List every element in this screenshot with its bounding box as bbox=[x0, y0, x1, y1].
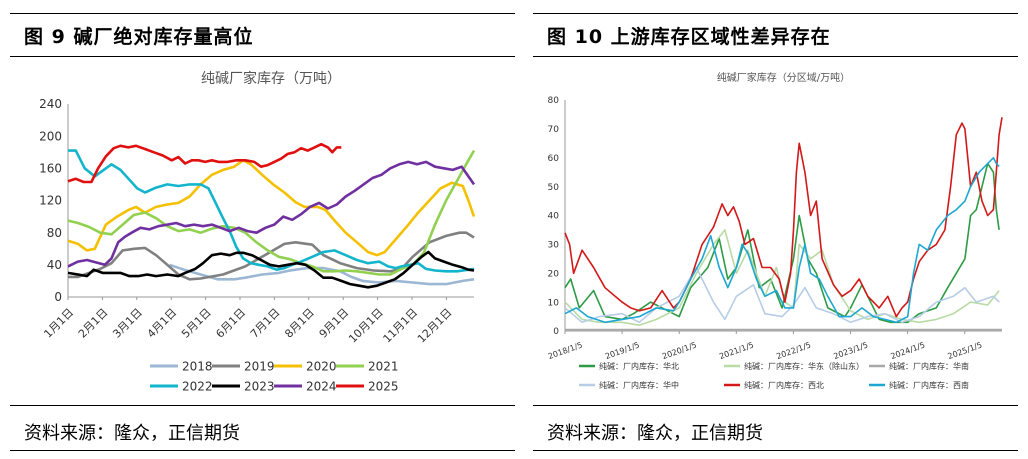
series-line-2020 bbox=[67, 159, 476, 257]
source-note: 资料来源：隆众，正信期货 bbox=[24, 423, 240, 444]
series-line-east bbox=[564, 229, 1000, 326]
y-tick-label: 20 bbox=[548, 269, 560, 279]
left-chart: 纯碱厂家库存（万吨） 0 40 80 120 160 200 240 1月1日 2月1日 3月1日 4… bbox=[39, 70, 476, 393]
x-tick-label: 10月1日 bbox=[346, 306, 386, 346]
y-tick-label: 50 bbox=[548, 183, 560, 193]
y-tick-label: 80 bbox=[548, 96, 560, 106]
series-line-north bbox=[564, 162, 1000, 324]
x-tick-label: 2022/1/5 bbox=[775, 340, 812, 361]
top-rule bbox=[10, 13, 515, 14]
series-line-2019 bbox=[68, 231, 475, 281]
legend-label: 2020 bbox=[306, 359, 337, 373]
right-chart: 纯碱厂家库存（分区域/万吨） 0 10 20 30 40 50 60 70 80 2018/1/5 2… bbox=[547, 71, 1003, 390]
title-rule bbox=[533, 56, 1018, 57]
legend-label: 纯碱：厂内库存：西南 bbox=[889, 380, 969, 390]
series-line-central bbox=[564, 266, 1000, 324]
bottom-rule bbox=[10, 450, 515, 451]
source-rule bbox=[533, 405, 1018, 406]
chart-title: 纯碱厂家库存（分区域/万吨） bbox=[717, 71, 850, 84]
legend-label: 2023 bbox=[244, 379, 275, 393]
y-tick-label: 70 bbox=[548, 125, 560, 135]
chart-title: 纯碱厂家库存（万吨） bbox=[201, 70, 341, 87]
legend-label: 纯碱：厂内库存：华北 bbox=[599, 361, 679, 371]
source-note: 资料来源：隆众，正信期货 bbox=[547, 423, 763, 444]
bottom-rule bbox=[533, 450, 1018, 451]
x-tick-label: 6月1日 bbox=[213, 306, 248, 341]
x-tick-label: 3月1日 bbox=[110, 306, 145, 341]
x-tick-label: 2020/1/5 bbox=[661, 340, 698, 361]
x-tick-label: 11月1日 bbox=[381, 306, 421, 346]
figure-title: 图 10 上游库存区域性差异存在 bbox=[547, 26, 831, 48]
top-rule bbox=[533, 13, 1018, 14]
source-rule bbox=[10, 405, 515, 406]
legend-label: 纯碱：厂内库存：华东（除山东） bbox=[744, 361, 864, 371]
x-tick-label: 12月1日 bbox=[415, 306, 455, 346]
legend-label: 2019 bbox=[244, 359, 275, 373]
legend-label: 2025 bbox=[368, 379, 399, 393]
y-tick-label: 30 bbox=[548, 241, 560, 251]
legend-label: 2018 bbox=[182, 359, 213, 373]
figure-title: 图 9 碱厂绝对库存量高位 bbox=[24, 26, 254, 48]
legend-label: 2021 bbox=[368, 359, 399, 373]
series-line-2023 bbox=[67, 250, 475, 289]
x-tick-label: 5月1日 bbox=[179, 306, 214, 341]
series-line-2024 bbox=[67, 160, 476, 268]
y-tick-label: 10 bbox=[548, 298, 560, 308]
x-tick-label: 2月1日 bbox=[76, 306, 111, 341]
x-tick-label: 2024/1/5 bbox=[889, 340, 926, 361]
x-tick-label: 8月1日 bbox=[282, 306, 317, 341]
series-line-2022 bbox=[68, 149, 475, 273]
x-tick-label: 4月1日 bbox=[145, 306, 180, 341]
title-rule bbox=[10, 56, 515, 57]
y-tick-label: 40 bbox=[47, 258, 62, 272]
series-line-2025 bbox=[67, 142, 342, 184]
y-tick-label: 60 bbox=[548, 154, 560, 164]
series-line-2018 bbox=[169, 263, 475, 286]
x-tick-label: 2023/1/5 bbox=[832, 340, 869, 361]
y-tick-label: 0 bbox=[553, 327, 559, 337]
y-tick-label: 200 bbox=[39, 129, 62, 143]
y-tick-label: 40 bbox=[548, 212, 560, 222]
x-tick-label: 2019/1/5 bbox=[604, 340, 641, 361]
legend-label: 纯碱：厂内库存：西北 bbox=[744, 380, 824, 390]
legend-label: 2024 bbox=[306, 379, 337, 393]
x-tick-label: 2018/1/5 bbox=[547, 340, 584, 361]
y-tick-label: 240 bbox=[39, 97, 62, 111]
x-tick-label: 2025/1/5 bbox=[947, 340, 984, 361]
x-tick-label: 1月1日 bbox=[41, 306, 76, 341]
x-tick-label: 7月1日 bbox=[248, 306, 283, 341]
legend-label: 纯碱：厂内库存：华中 bbox=[599, 380, 679, 390]
legend-label: 纯碱：厂内库存：华南 bbox=[889, 361, 969, 371]
x-tick-label: 2021/1/5 bbox=[718, 340, 755, 361]
y-tick-label: 0 bbox=[54, 290, 62, 304]
y-tick-label: 160 bbox=[39, 162, 62, 176]
series-line-southwest bbox=[564, 157, 1000, 324]
right-figure-panel: 图 10 上游库存区域性差异存在 纯碱厂家库存（分区域/万吨） 0 10 20 30 40… bbox=[533, 0, 1018, 459]
y-tick-label: 80 bbox=[47, 226, 62, 240]
series-line-northwest bbox=[564, 117, 1003, 318]
y-tick-label: 120 bbox=[39, 194, 62, 208]
legend-label: 2022 bbox=[182, 379, 213, 393]
left-figure-panel: 图 9 碱厂绝对库存量高位 纯碱厂家库存（万吨） 0 40 80 120 160 200 24… bbox=[10, 0, 515, 459]
